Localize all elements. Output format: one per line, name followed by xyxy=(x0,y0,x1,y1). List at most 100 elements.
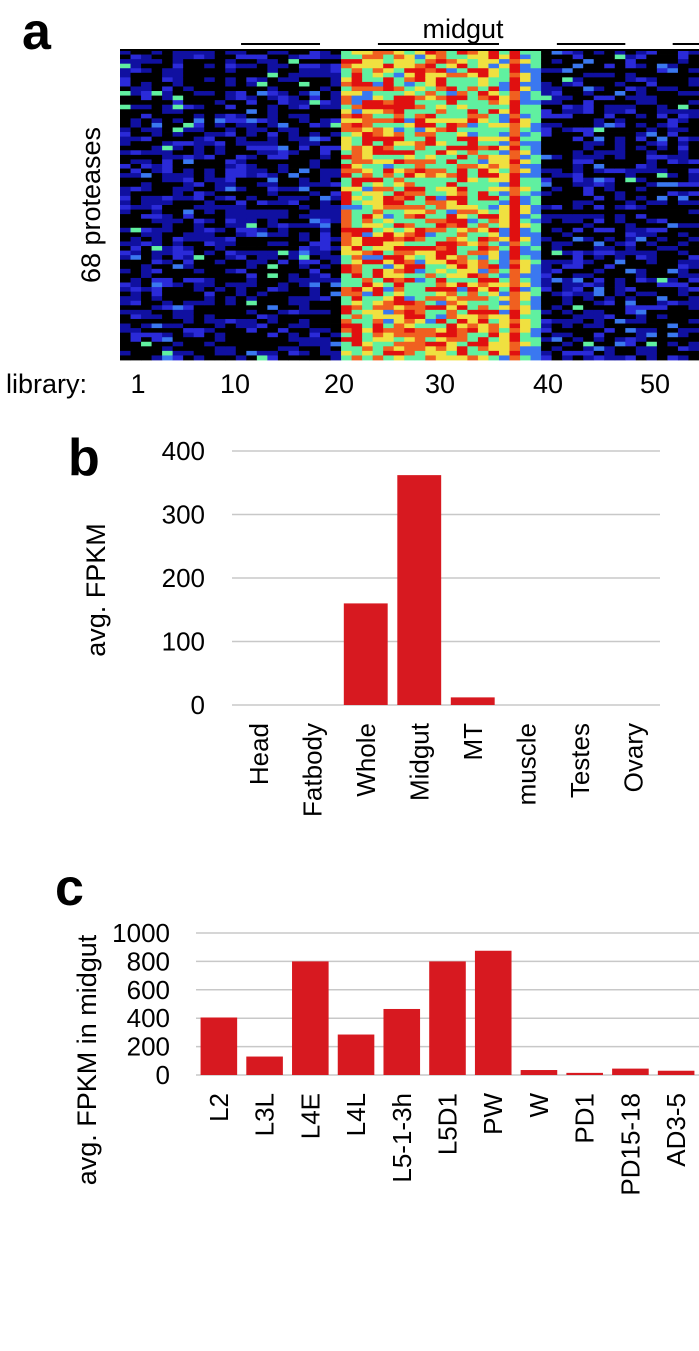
heatmap-cell xyxy=(656,68,668,74)
heatmap-cell xyxy=(383,350,395,356)
heatmap-cell xyxy=(646,145,658,151)
heatmap-cell xyxy=(225,145,237,151)
heatmap-cell xyxy=(330,318,342,324)
heatmap-cell xyxy=(235,150,247,156)
heatmap-cell xyxy=(572,104,584,110)
heatmap-cell xyxy=(635,282,647,288)
heatmap-cell xyxy=(425,346,437,352)
heatmap-cell xyxy=(330,141,342,147)
heatmap-cell xyxy=(688,91,699,96)
heatmap-cell xyxy=(404,277,416,283)
heatmap-cell xyxy=(625,323,637,329)
heatmap-cell xyxy=(667,250,679,256)
heatmap-cell xyxy=(604,282,616,288)
heatmap-cell xyxy=(341,232,352,238)
heatmap-cell xyxy=(183,163,195,169)
heatmap-cell xyxy=(414,136,426,142)
heatmap-cell xyxy=(162,328,174,334)
heatmap-cell xyxy=(604,154,616,160)
heatmap-cell xyxy=(162,59,174,65)
heatmap-cell xyxy=(446,287,458,293)
heatmap-cell xyxy=(456,100,468,106)
heatmap-cell xyxy=(351,246,363,251)
heatmap-cell xyxy=(688,232,699,238)
heatmap-cell xyxy=(372,323,384,329)
heatmap-cell xyxy=(309,154,321,160)
heatmap-cell xyxy=(530,136,542,142)
heatmap-cell xyxy=(520,227,531,233)
heatmap-cell xyxy=(277,277,289,283)
heatmap-cell xyxy=(372,150,384,156)
heatmap-cell xyxy=(414,186,426,192)
heatmap-cell xyxy=(520,104,531,110)
heatmap-cell xyxy=(435,186,447,192)
heatmap-cell xyxy=(530,209,542,215)
heatmap-cell xyxy=(404,154,416,160)
heatmap-cell xyxy=(372,309,384,315)
heatmap-cell xyxy=(446,59,458,65)
heatmap-cell xyxy=(204,291,216,297)
heatmap-cell xyxy=(193,223,205,229)
heatmap-cell xyxy=(635,227,647,233)
heatmap-cell xyxy=(341,341,352,347)
heatmap-cell xyxy=(298,159,310,165)
heatmap-cell xyxy=(677,291,689,297)
heatmap-cell xyxy=(120,255,131,261)
heatmap-cell xyxy=(120,81,131,87)
heatmap-cell xyxy=(614,195,626,201)
heatmap-cell xyxy=(172,113,184,119)
heatmap-cell xyxy=(172,159,184,165)
heatmap-cell xyxy=(288,337,300,343)
heatmap-cell xyxy=(362,305,374,311)
heatmap-cell xyxy=(404,150,416,156)
heatmap-cell xyxy=(593,332,605,338)
heatmap-cell xyxy=(141,241,152,247)
heatmap-cell xyxy=(372,291,384,297)
heatmap-cell xyxy=(351,86,363,92)
heatmap-cell xyxy=(656,150,668,156)
heatmap-cell xyxy=(288,255,300,261)
heatmap-cell xyxy=(520,173,531,179)
heatmap-cell xyxy=(572,227,584,233)
heatmap-cell xyxy=(509,236,521,242)
heatmap-cell xyxy=(677,86,689,92)
heatmap-cell xyxy=(530,163,542,169)
heatmap-cell xyxy=(688,168,699,174)
heatmap-cell xyxy=(467,318,479,324)
heatmap-cell xyxy=(130,209,142,215)
heatmap-cell xyxy=(120,205,131,210)
heatmap-cell xyxy=(414,328,426,334)
heatmap-cell xyxy=(456,264,468,270)
heatmap-cell xyxy=(309,91,321,96)
heatmap-cell xyxy=(225,259,237,265)
heatmap-cell xyxy=(120,314,131,320)
heatmap-cell xyxy=(656,132,668,138)
heatmap-cell xyxy=(646,104,658,110)
heatmap-cell xyxy=(520,127,531,133)
heatmap-cell xyxy=(193,296,205,302)
heatmap-cell xyxy=(362,236,374,242)
heatmap-cell xyxy=(183,250,195,256)
heatmap-cell xyxy=(425,168,437,174)
heatmap-cell xyxy=(614,273,626,279)
heatmap-cell xyxy=(172,305,184,311)
heatmap-cell xyxy=(667,195,679,201)
heatmap-cell xyxy=(246,50,258,55)
heatmap-cell xyxy=(235,86,247,92)
heatmap-cell xyxy=(562,54,574,60)
heatmap-cell xyxy=(404,122,416,128)
heatmap-cell xyxy=(667,182,679,188)
heatmap-cell xyxy=(141,337,152,343)
heatmap-cell xyxy=(551,91,563,96)
heatmap-cell xyxy=(204,81,216,87)
heatmap-cell xyxy=(183,141,195,147)
heatmap-cell xyxy=(677,109,689,115)
heatmap-cell xyxy=(277,273,289,279)
heatmap-cell xyxy=(477,209,489,215)
heatmap-cell xyxy=(267,273,279,279)
heatmap-cell xyxy=(509,50,521,55)
heatmap-cell xyxy=(267,122,279,128)
heatmap-cell xyxy=(541,95,553,101)
heatmap-cell xyxy=(256,264,268,270)
